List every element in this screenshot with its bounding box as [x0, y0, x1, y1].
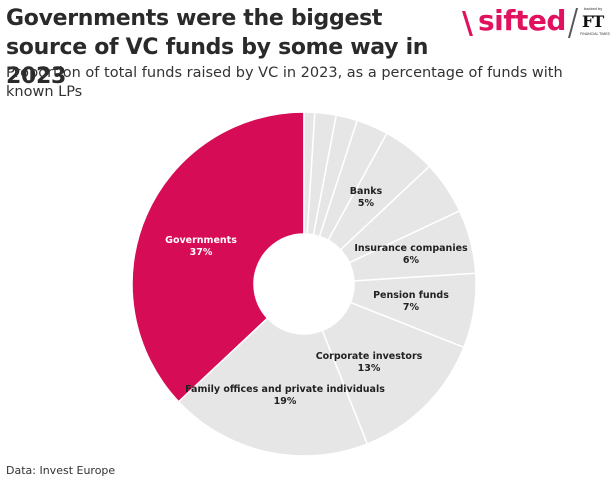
- slice-value-governments: 37%: [190, 247, 213, 258]
- slice-label-governments: Governments: [165, 235, 237, 246]
- logo-brand: sifted: [478, 4, 566, 37]
- slice-value-insurance-companies: 6%: [403, 255, 420, 266]
- slice-label-pension-funds: Pension funds: [373, 290, 449, 301]
- donut-slice-governments: [131, 111, 305, 403]
- slice-label-banks: Banks: [350, 186, 383, 197]
- slice-value-corporate-investors: 13%: [358, 363, 381, 374]
- logo-slash: \: [462, 6, 473, 41]
- slice-label-corporate-investors: Corporate investors: [316, 351, 423, 362]
- slice-label-family-offices-and-private-individuals: Family offices and private individuals: [185, 384, 385, 395]
- ft-name: FINANCIAL TIMES: [580, 32, 610, 36]
- source-note: Data: Invest Europe: [6, 464, 116, 477]
- logo-backed-by: backed by: [584, 6, 603, 11]
- donut-slice-corporate-investors: [321, 301, 465, 445]
- chart-title: Governments were the biggest source of V…: [6, 6, 429, 89]
- sifted-ft-logo: \ sifted backed by FT FINANCIAL TIMES: [462, 4, 610, 42]
- slice-value-pension-funds: 7%: [403, 302, 420, 313]
- donut-slice-family-offices-and-private-individuals: [177, 317, 369, 457]
- slice-value-banks: 5%: [358, 198, 375, 209]
- donut-slice-unlabelled-10: [303, 111, 316, 235]
- ft-logo: FT: [582, 12, 604, 31]
- slice-label-insurance-companies: Insurance companies: [354, 243, 468, 254]
- slice-value-family-offices-and-private-individuals: 19%: [274, 396, 297, 407]
- chart-subtitle: Proportion of total funds raised by VC i…: [6, 65, 563, 100]
